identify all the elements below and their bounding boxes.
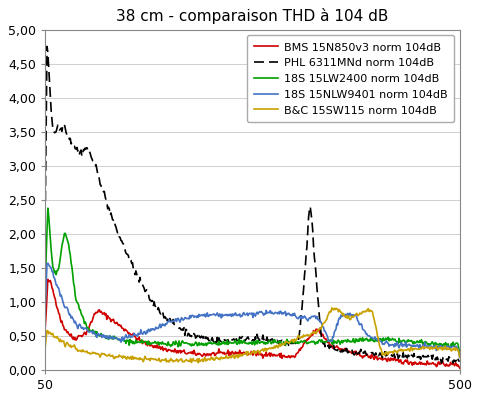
- Line: BMS 15N850v3 norm 104dB: BMS 15N850v3 norm 104dB: [46, 279, 460, 368]
- 18S 15LW2400 norm 104dB: [383, 336, 389, 340]
- PHL 6311MNd norm 104dB: [457, 359, 463, 364]
- 18S 15LW2400 norm 104dB: [43, 278, 48, 283]
- PHL 6311MNd norm 104dB: [43, 198, 48, 203]
- BMS 15N850v3 norm 104dB: [43, 323, 48, 328]
- 18S 15NLW9401 norm 104dB: [45, 261, 51, 266]
- B&C 15SW115 norm 104dB: [457, 355, 463, 360]
- 18S 15NLW9401 norm 104dB: [290, 311, 296, 316]
- BMS 15N850v3 norm 104dB: [267, 354, 273, 359]
- B&C 15SW115 norm 104dB: [384, 350, 389, 354]
- PHL 6311MNd norm 104dB: [383, 354, 389, 358]
- B&C 15SW115 norm 104dB: [448, 349, 454, 354]
- 18S 15NLW9401 norm 104dB: [448, 346, 454, 351]
- B&C 15SW115 norm 104dB: [43, 343, 48, 348]
- B&C 15SW115 norm 104dB: [240, 353, 246, 358]
- 18S 15NLW9401 norm 104dB: [457, 355, 463, 360]
- BMS 15N850v3 norm 104dB: [457, 366, 463, 370]
- Line: 18S 15NLW9401 norm 104dB: 18S 15NLW9401 norm 104dB: [46, 263, 460, 358]
- BMS 15N850v3 norm 104dB: [383, 356, 389, 361]
- B&C 15SW115 norm 104dB: [329, 305, 335, 310]
- 18S 15NLW9401 norm 104dB: [383, 339, 389, 344]
- Legend: BMS 15N850v3 norm 104dB, PHL 6311MNd norm 104dB, 18S 15LW2400 norm 104dB, 18S 15: BMS 15N850v3 norm 104dB, PHL 6311MNd nor…: [247, 35, 454, 122]
- 18S 15LW2400 norm 104dB: [45, 206, 51, 210]
- 18S 15NLW9401 norm 104dB: [267, 308, 273, 313]
- Line: 18S 15LW2400 norm 104dB: 18S 15LW2400 norm 104dB: [46, 208, 460, 353]
- 18S 15LW2400 norm 104dB: [240, 340, 246, 344]
- BMS 15N850v3 norm 104dB: [242, 351, 248, 356]
- B&C 15SW115 norm 104dB: [195, 360, 201, 365]
- 18S 15NLW9401 norm 104dB: [242, 312, 248, 317]
- 18S 15NLW9401 norm 104dB: [240, 311, 246, 316]
- PHL 6311MNd norm 104dB: [290, 341, 296, 346]
- BMS 15N850v3 norm 104dB: [240, 352, 246, 356]
- Line: B&C 15SW115 norm 104dB: B&C 15SW115 norm 104dB: [46, 308, 460, 363]
- PHL 6311MNd norm 104dB: [242, 338, 248, 343]
- BMS 15N850v3 norm 104dB: [290, 354, 296, 358]
- 18S 15LW2400 norm 104dB: [290, 340, 296, 344]
- BMS 15N850v3 norm 104dB: [45, 277, 51, 282]
- Title: 38 cm - comparaison THD à 104 dB: 38 cm - comparaison THD à 104 dB: [116, 8, 389, 24]
- B&C 15SW115 norm 104dB: [267, 346, 273, 351]
- 18S 15LW2400 norm 104dB: [242, 340, 248, 345]
- PHL 6311MNd norm 104dB: [44, 44, 50, 49]
- PHL 6311MNd norm 104dB: [267, 339, 273, 344]
- PHL 6311MNd norm 104dB: [448, 357, 454, 362]
- BMS 15N850v3 norm 104dB: [448, 360, 454, 365]
- B&C 15SW115 norm 104dB: [242, 351, 248, 356]
- 18S 15LW2400 norm 104dB: [267, 339, 273, 344]
- Line: PHL 6311MNd norm 104dB: PHL 6311MNd norm 104dB: [46, 46, 460, 363]
- 18S 15NLW9401 norm 104dB: [43, 302, 48, 306]
- PHL 6311MNd norm 104dB: [450, 361, 456, 366]
- B&C 15SW115 norm 104dB: [290, 338, 296, 342]
- 18S 15LW2400 norm 104dB: [448, 345, 454, 350]
- PHL 6311MNd norm 104dB: [240, 333, 246, 338]
- 18S 15LW2400 norm 104dB: [457, 350, 463, 355]
